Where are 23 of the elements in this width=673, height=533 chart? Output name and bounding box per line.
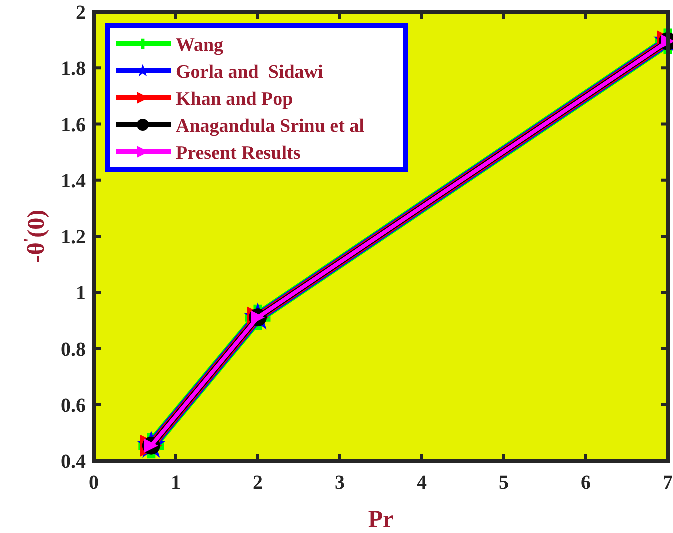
legend-label: Anagandula Srinu et al bbox=[176, 116, 364, 137]
y-tick-label: 0.8 bbox=[61, 338, 86, 361]
x-tick-label: 7 bbox=[663, 472, 673, 494]
y-tick-label: 2 bbox=[76, 2, 86, 24]
y-tick-label: 1.2 bbox=[61, 226, 86, 248]
legend-label: Wang bbox=[176, 35, 224, 56]
x-tick-label: 0 bbox=[89, 472, 99, 494]
x-tick-label: 1 bbox=[171, 472, 181, 494]
legend-label: Present Results bbox=[176, 143, 301, 164]
x-tick-label: 2 bbox=[253, 472, 263, 494]
legend-label: Gorla and Sidawi bbox=[176, 62, 324, 83]
y-tick-label: 1.4 bbox=[61, 170, 86, 192]
x-tick-label: 3 bbox=[335, 472, 345, 494]
x-tick-label: 5 bbox=[499, 472, 509, 494]
y-tick-label: 1.8 bbox=[61, 58, 86, 80]
x-axis-title: Pr bbox=[368, 507, 394, 533]
y-tick-label: 0.6 bbox=[61, 394, 86, 417]
y-tick-label: 1 bbox=[76, 282, 86, 305]
y-tick-label: 1.6 bbox=[61, 114, 86, 136]
x-tick-label: 6 bbox=[581, 472, 591, 494]
y-tick-label: 0.4 bbox=[61, 451, 86, 473]
legend-label: Khan and Pop bbox=[176, 89, 294, 110]
x-tick-label: 4 bbox=[417, 472, 427, 494]
